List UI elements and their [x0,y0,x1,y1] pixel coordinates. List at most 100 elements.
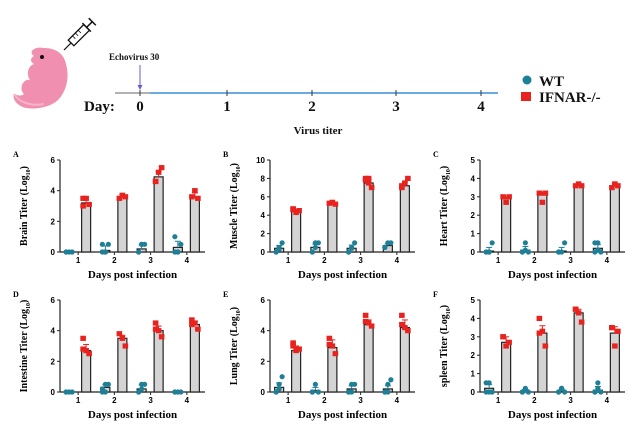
data-point-ifnar [506,194,512,200]
day-tick-label: 0 [136,99,144,115]
y-axis-label: Intestine Titer (Log10) [19,300,32,393]
data-point-ifnar [326,335,333,341]
panel-letter: D [13,290,19,299]
data-point-ifnar [539,328,546,334]
data-point-wt [312,244,318,250]
y-tick-label: 0 [471,248,476,257]
bar-ifnar [399,185,410,253]
x-tick-label: 1 [76,256,81,265]
x-tick-label: 3 [148,396,153,405]
y-tick-label: 6 [261,296,266,305]
data-point-wt [279,240,285,246]
data-point-ifnar [575,181,582,187]
x-tick-label: 1 [286,256,291,265]
data-point-ifnar [189,317,195,323]
data-point-ifnar [542,190,549,196]
day-tick-label: 4 [477,99,485,115]
data-point-ifnar [86,201,92,208]
x-tick-label: 4 [185,396,190,405]
data-point-ifnar [500,194,506,200]
data-point-ifnar [192,188,198,194]
data-point-ifnar [536,330,543,336]
bar-ifnar [81,202,92,253]
data-point-ifnar [612,343,618,349]
panel-letter: E [223,290,228,299]
x-tick-label: 3 [358,256,363,265]
y-tick-label: 6 [51,156,56,165]
data-point-wt [595,247,601,253]
data-point-ifnar [399,312,405,318]
data-point-ifnar [122,194,129,200]
y-tick-label: 4 [261,211,266,220]
data-point-wt [346,249,352,255]
x-tick-label: 2 [112,256,117,265]
bar-ifnar [573,185,584,253]
bar-ifnar [153,176,164,253]
data-point-ifnar [155,328,162,334]
data-point-ifnar [116,195,123,201]
x-tick-label: 2 [112,396,117,405]
y-tick-label: 8 [261,174,266,183]
x-tick-label: 4 [395,396,400,405]
y-tick-label: 4 [51,187,56,196]
data-point-wt [595,240,601,246]
data-point-ifnar [80,335,86,341]
y-axis-label: spleen Titer (Log10) [439,305,452,387]
data-point-wt [142,381,148,387]
data-point-wt [69,249,75,255]
data-point-ifnar [503,199,509,205]
legend: WT IFNAR-/- [521,74,601,106]
panel-muscle: B Muscle Titer (Log10) 0 2 4 6 8 10 1 2 3 4 Days pos… [215,142,425,282]
x-axis-label: Days post infection [88,269,177,281]
data-point-wt [105,241,111,247]
y-axis-label: Heart Titer (Log10) [439,166,452,246]
data-point-wt [136,249,142,255]
y-tick-label: 4 [261,327,266,336]
y-tick-label: 4 [51,327,56,336]
day-tick-label: 1 [223,99,231,115]
data-point-wt [486,389,492,395]
data-point-wt [382,244,388,250]
data-point-ifnar [368,185,375,191]
data-point-ifnar [503,343,509,349]
data-point-ifnar [405,328,411,334]
bar-ifnar [291,349,302,393]
data-point-ifnar [500,334,506,340]
data-point-ifnar [615,183,621,189]
data-point-wt [172,234,178,240]
experiment-schematic: Echovirus 30 0 1 2 3 4 Day: Virus titer WT I… [13,17,601,137]
bar-ifnar [609,185,620,253]
x-axis-label: Days post infection [298,409,387,421]
y-tick-label: 2 [261,357,266,366]
x-tick-label: 1 [496,396,501,405]
y-tick-label: 0 [51,248,56,257]
bar-ifnar [501,341,512,393]
x-tick-label: 3 [358,396,363,405]
data-point-ifnar [402,325,408,331]
data-point-wt [139,241,145,247]
y-tick-label: 2 [51,357,56,366]
bar-ifnar [291,210,302,253]
y-tick-label: 5 [471,296,476,305]
y-axis-label: Brain Titer (Log10) [19,166,32,246]
data-point-ifnar [362,177,369,183]
data-point-ifnar [86,351,92,357]
data-point-ifnar [122,343,129,349]
data-point-ifnar [405,175,411,181]
data-point-ifnar [80,203,86,209]
bar-ifnar [117,196,128,253]
x-tick-label: 2 [322,396,327,405]
x-tick-label: 1 [76,396,81,405]
data-point-ifnar [399,183,405,189]
data-point-wt [279,374,285,380]
data-point-wt [309,249,315,255]
data-point-ifnar [290,340,296,346]
day-label: Day: [84,99,115,115]
x-axis-label: Days post infection [508,269,597,281]
data-point-wt [352,240,358,246]
data-point-ifnar [195,326,201,332]
